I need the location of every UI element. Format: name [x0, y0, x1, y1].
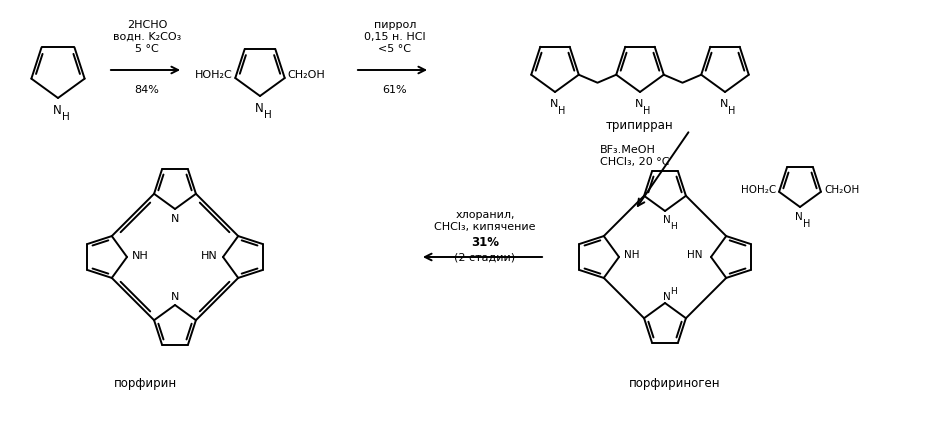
Text: порфирин: порфирин — [113, 377, 176, 389]
Text: BF₃.MeOH: BF₃.MeOH — [600, 145, 655, 155]
Text: N: N — [53, 104, 61, 116]
Text: H: H — [670, 286, 677, 295]
Text: <5 °C: <5 °C — [378, 44, 411, 54]
Text: HOH₂C: HOH₂C — [195, 70, 232, 80]
Text: порфириноген: порфириноген — [629, 377, 720, 389]
Text: H: H — [558, 106, 565, 116]
Text: N: N — [549, 99, 557, 109]
Text: 84%: 84% — [134, 85, 159, 95]
Text: HN: HN — [201, 251, 218, 261]
Text: N: N — [719, 99, 728, 109]
Text: 0,15 н. HCl: 0,15 н. HCl — [363, 32, 425, 42]
Text: (2 стадии): (2 стадии) — [454, 252, 515, 262]
Text: NH: NH — [623, 250, 639, 260]
Text: H: H — [670, 221, 677, 230]
Text: 2HCHO: 2HCHO — [127, 20, 167, 30]
Text: CH₂OH: CH₂OH — [287, 70, 325, 80]
Text: HOH₂C: HOH₂C — [740, 185, 775, 195]
Text: пиррол: пиррол — [374, 20, 415, 30]
Text: CHCl₃, 20 °C: CHCl₃, 20 °C — [600, 157, 668, 167]
Text: N: N — [663, 292, 670, 302]
Text: H: H — [264, 110, 272, 120]
Text: N: N — [254, 102, 263, 114]
Text: водн. K₂CO₃: водн. K₂CO₃ — [113, 32, 181, 42]
Text: N: N — [794, 212, 802, 222]
Text: NH: NH — [132, 251, 148, 261]
Text: N: N — [663, 215, 670, 225]
Text: 5 °C: 5 °C — [135, 44, 159, 54]
Text: H: H — [62, 112, 70, 122]
Text: CHCl₃, кипячение: CHCl₃, кипячение — [434, 222, 535, 232]
Text: 61%: 61% — [382, 85, 407, 95]
Text: H: H — [803, 219, 810, 229]
Text: N: N — [171, 292, 179, 302]
Text: H: H — [728, 106, 735, 116]
Text: N: N — [171, 214, 179, 224]
Text: хлоранил,: хлоранил, — [455, 210, 514, 220]
Text: H: H — [642, 106, 650, 116]
Text: трипирран: трипирран — [605, 119, 673, 131]
Text: CH₂OH: CH₂OH — [823, 185, 858, 195]
Text: N: N — [634, 99, 642, 109]
Text: 31%: 31% — [471, 235, 499, 249]
Text: HN: HN — [687, 250, 703, 260]
